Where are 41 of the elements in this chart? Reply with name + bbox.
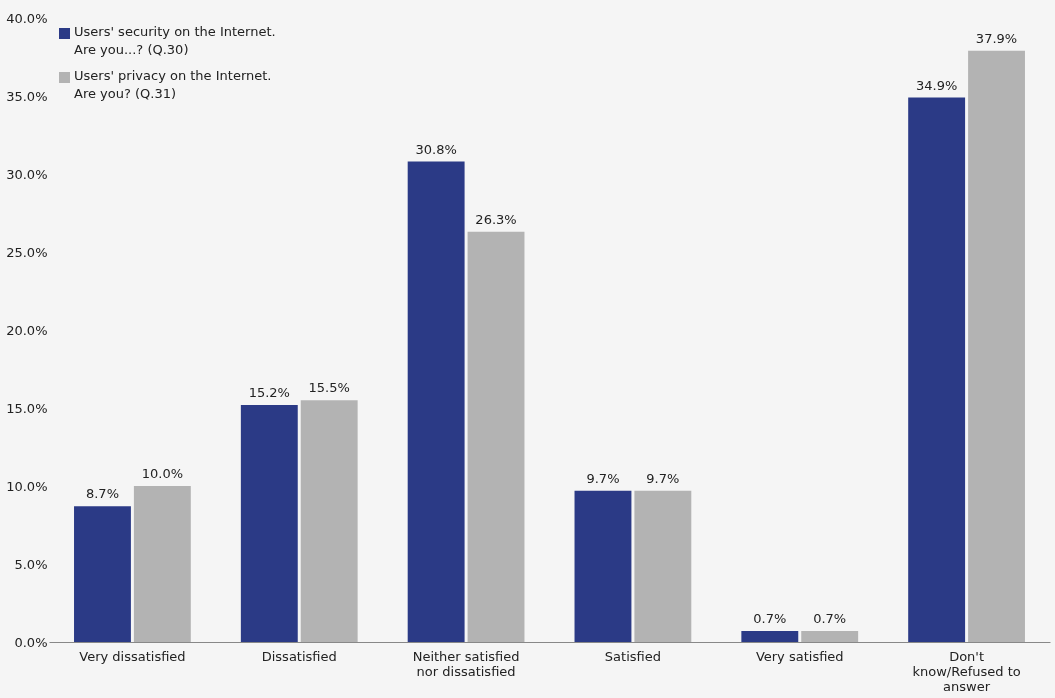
y-tick-label: 25.0% [6,244,48,260]
y-tick-label: 10.0% [6,478,48,494]
x-tick-label: Satisfied [604,648,661,664]
bar [634,490,692,642]
bar [741,631,799,642]
bar [908,97,966,642]
x-tick-label: Dissatisfied [261,648,337,664]
y-tick-label: 35.0% [6,88,48,104]
data-label: 9.7% [586,470,620,486]
data-label: 26.3% [475,211,517,227]
x-tick-label: Don't know/Refused to answer [912,648,1021,694]
y-tick-label: 15.0% [6,400,48,416]
bar [467,231,525,642]
x-tick-label: Very dissatisfied [79,648,186,664]
y-tick-label: 0.0% [14,634,48,650]
y-tick-label: 20.0% [6,322,48,338]
bar [133,486,191,642]
bar [968,50,1025,642]
x-tick-label: Neither satisfied nor dissatisfied [412,648,520,679]
y-tick-label: 40.0% [6,10,48,26]
bar [407,161,465,642]
legend-label: Users' privacy on the Internet. Are you? (Q.31) [74,68,272,101]
data-label: 15.5% [308,380,350,396]
data-label: 34.9% [915,77,958,93]
data-label: 9.7% [646,470,680,486]
x-tick-label: Very satisfied [755,648,844,664]
y-tick-label: 30.0% [6,166,48,182]
y-tick-label: 5.0% [14,556,48,572]
data-label: 10.0% [141,466,184,481]
data-label: 30.8% [415,141,457,157]
data-label: 15.2% [248,384,290,400]
bar [801,631,859,642]
bar [574,490,632,642]
data-label: 37.9% [975,30,1018,46]
bar [74,506,131,642]
data-label: 8.7% [85,486,119,502]
data-label: 0.7% [753,611,787,627]
bar [240,404,298,642]
data-label: 0.7% [813,611,847,627]
legend-label: Users' security on the Internet. Are you...? (Q.30) [74,24,276,57]
bar [300,400,358,642]
